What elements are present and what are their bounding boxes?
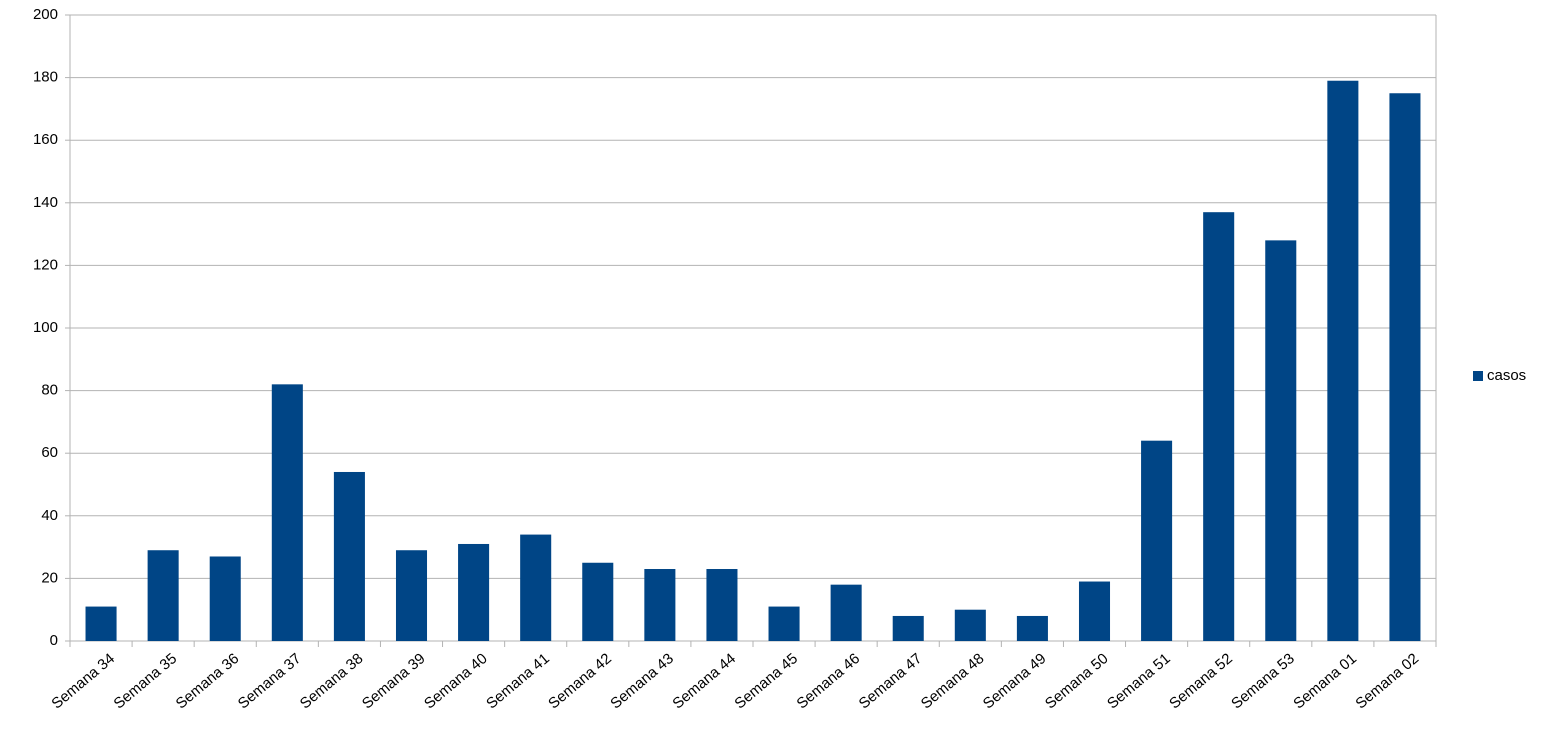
legend-label: casos <box>1487 367 1526 384</box>
x-tick-label: Semana 34 <box>48 650 118 712</box>
x-tick-label: Semana 47 <box>856 650 926 712</box>
y-tick-label: 20 <box>41 569 58 586</box>
bar <box>830 584 862 641</box>
bar <box>644 569 676 641</box>
y-tick-label: 60 <box>41 444 58 461</box>
y-tick-label: 80 <box>41 382 58 399</box>
y-tick-label: 100 <box>33 319 58 336</box>
x-tick-label: Semana 52 <box>1166 650 1236 712</box>
y-tick-label: 160 <box>33 131 58 148</box>
y-tick-label: 140 <box>33 194 58 211</box>
y-tick-label: 180 <box>33 69 58 86</box>
x-tick-label: Semana 38 <box>297 650 367 712</box>
x-tick-label: Semana 45 <box>731 650 801 712</box>
x-tick-label: Semana 48 <box>918 650 988 712</box>
x-tick-label: Semana 39 <box>359 650 429 712</box>
bar <box>209 556 241 641</box>
bar <box>395 550 428 641</box>
y-tick-label: 120 <box>33 256 58 273</box>
bar <box>706 569 738 641</box>
y-tick-label: 40 <box>41 507 58 524</box>
bar <box>582 562 614 641</box>
bar <box>333 471 365 641</box>
x-tick-label: Semana 53 <box>1228 650 1298 712</box>
bar <box>1389 93 1421 641</box>
bar <box>1327 80 1359 642</box>
x-tick-label: Semana 43 <box>607 650 677 712</box>
x-tick-label: Semana 41 <box>483 650 553 712</box>
bar <box>1203 212 1235 641</box>
x-tick-label: Semana 51 <box>1104 650 1174 712</box>
x-tick-label: Semana 36 <box>173 650 243 712</box>
legend-swatch <box>1473 371 1483 381</box>
x-tick-label: Semana 01 <box>1290 650 1360 712</box>
bar <box>520 534 552 641</box>
x-tick-label: Semana 37 <box>235 650 305 712</box>
x-tick-label: Semana 42 <box>545 650 615 712</box>
bar <box>1265 240 1297 642</box>
bar <box>1141 440 1173 641</box>
x-tick-label: Semana 49 <box>980 650 1050 712</box>
y-tick-label: 200 <box>33 6 58 23</box>
bar <box>85 606 117 641</box>
bar <box>892 615 924 641</box>
bar <box>271 384 303 641</box>
bar <box>954 609 986 641</box>
bar <box>1078 581 1111 641</box>
x-tick-label: Semana 44 <box>669 650 739 712</box>
x-tick-label: Semana 40 <box>421 650 491 712</box>
bar <box>768 606 800 641</box>
x-tick-label: Semana 02 <box>1352 650 1422 712</box>
bar <box>1016 615 1048 641</box>
x-tick-label: Semana 46 <box>794 650 864 712</box>
bar <box>458 543 490 641</box>
x-tick-label: Semana 35 <box>111 650 181 712</box>
bar <box>147 550 179 641</box>
x-tick-label: Semana 50 <box>1042 650 1112 712</box>
y-tick-label: 0 <box>50 632 58 649</box>
